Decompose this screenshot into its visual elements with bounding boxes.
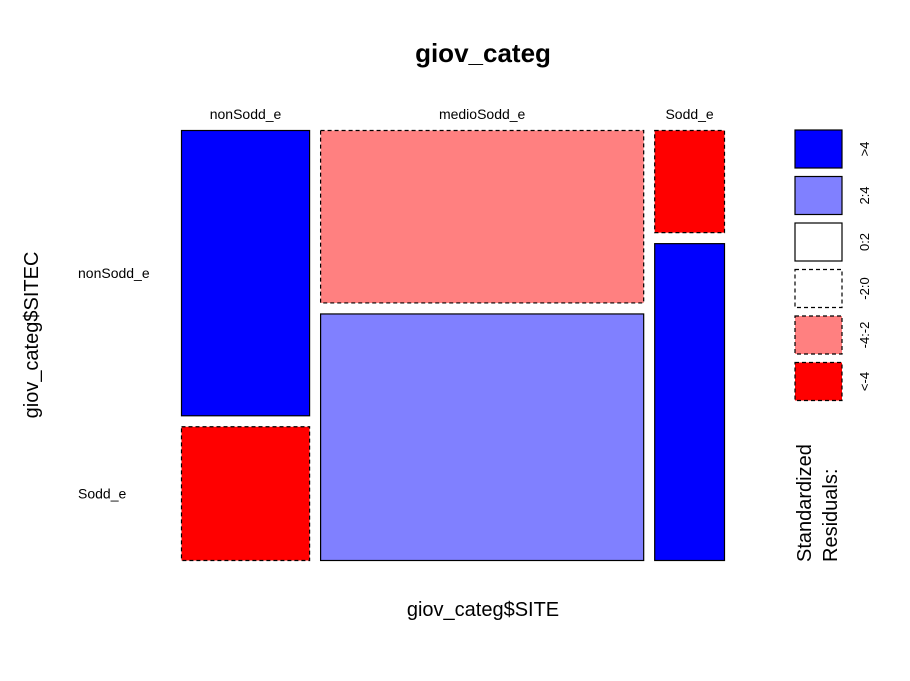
- mosaic-tile-nonSodd_e-nonSodd_e: [180, 129, 311, 417]
- mosaic-tile-medioSodd_e-Sodd_e: [319, 313, 645, 562]
- legend: Standardized Residuals: >4 2:4 0:2 -2:0 -4:-…: [794, 129, 872, 562]
- legend-label: -4:-2: [857, 322, 872, 349]
- x-axis-label: giov_categ$SITE: [407, 599, 559, 621]
- legend-swatch: [794, 129, 843, 169]
- legend-swatch: [794, 175, 843, 216]
- legend-label: <-4: [857, 372, 872, 391]
- legend-label: 2:4: [857, 186, 872, 204]
- mosaic-tile-medioSodd_e-nonSodd_e: [319, 129, 645, 304]
- legend-label: 0:2: [857, 233, 872, 251]
- mosaic-tiles: [180, 129, 726, 562]
- chart-title: giov_categ: [415, 38, 551, 68]
- legend-title-line-2: Residuals:: [820, 469, 842, 562]
- legend-swatch: [794, 268, 843, 309]
- mosaic-tile-nonSodd_e-Sodd_e: [180, 426, 311, 562]
- x-tick-label: nonSodd_e: [210, 106, 282, 122]
- y-axis-label: giov_categ$SITEC: [21, 252, 43, 419]
- mosaic-tile-Sodd_e-Sodd_e: [654, 243, 726, 562]
- mosaic-tile-Sodd_e-nonSodd_e: [654, 129, 726, 234]
- legend-label: >4: [857, 142, 872, 157]
- y-tick-label: Sodd_e: [78, 486, 126, 502]
- x-tick-label: Sodd_e: [665, 106, 713, 122]
- x-tick-labels: nonSodd_e medioSodd_e Sodd_e: [210, 106, 714, 122]
- y-tick-label: nonSodd_e: [78, 265, 150, 281]
- legend-label: -2:0: [857, 277, 872, 299]
- legend-swatch: [794, 315, 843, 355]
- legend-title-line-1: Standardized: [794, 444, 816, 562]
- x-tick-label: medioSodd_e: [439, 106, 526, 122]
- legend-swatch: [794, 222, 843, 262]
- y-tick-labels: nonSodd_e Sodd_e: [78, 265, 150, 502]
- legend-swatch: [794, 361, 843, 402]
